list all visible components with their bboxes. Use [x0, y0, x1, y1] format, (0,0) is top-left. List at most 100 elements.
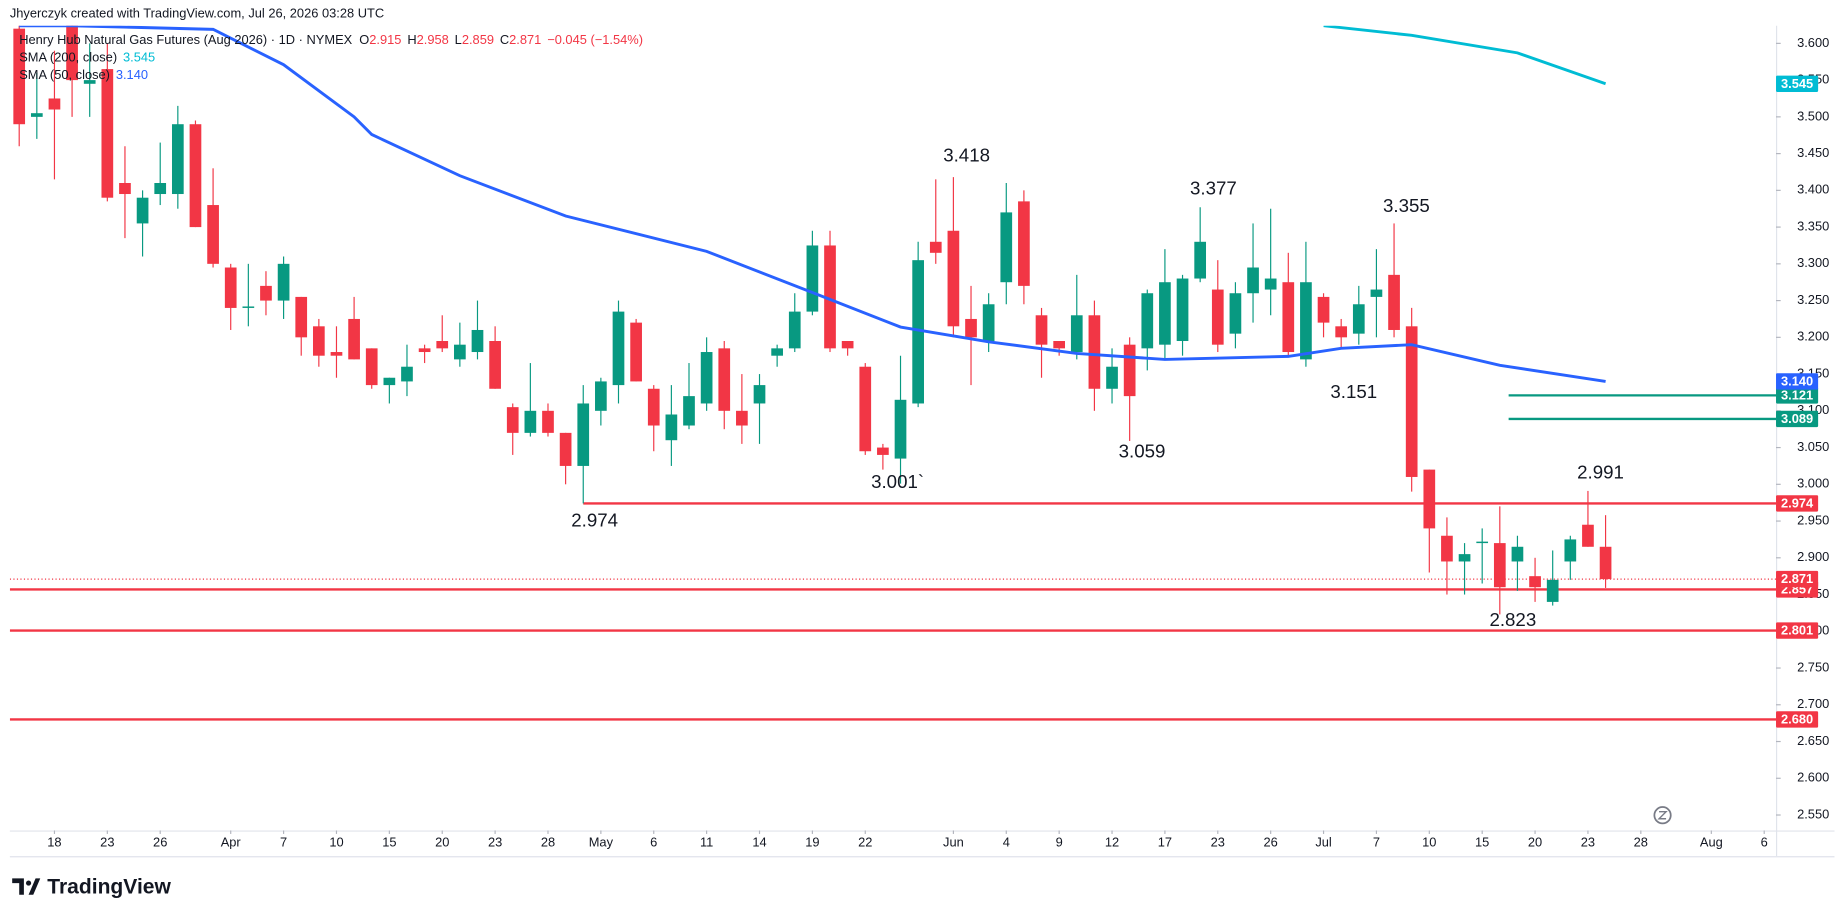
- candle-body: [524, 410, 537, 433]
- candle-body: [30, 113, 43, 117]
- candle-body: [806, 245, 819, 312]
- y-tick-label: 2.750: [1797, 659, 1829, 674]
- legend-name: SMA (50, close): [19, 67, 110, 82]
- price-tag-label: 3.089: [1781, 411, 1813, 426]
- y-tick-label: 3.600: [1797, 35, 1829, 50]
- x-tick-label: 28: [541, 835, 555, 850]
- legend-value: 3.545: [123, 50, 155, 65]
- candle-body: [242, 306, 255, 308]
- x-tick-label: 15: [1475, 835, 1489, 850]
- x-tick-label: 9: [1056, 835, 1063, 850]
- x-tick-label: 20: [435, 835, 449, 850]
- candle-body: [436, 341, 449, 349]
- legend-title: Henry Hub Natural Gas Futures (Aug 2026)…: [19, 32, 643, 47]
- y-tick-label: 2.950: [1797, 512, 1829, 527]
- x-tick-label: 6: [650, 835, 657, 850]
- price-tag: [1776, 75, 1819, 92]
- clock-icon: [1653, 806, 1672, 825]
- candle-body: [101, 69, 114, 198]
- candle-body: [401, 366, 413, 382]
- price-tag-label: 3.140: [1781, 373, 1813, 388]
- y-tick-label: 2.650: [1797, 733, 1829, 748]
- candle-body: [312, 326, 325, 356]
- candle-body: [841, 341, 854, 349]
- y-tick-label: 3.250: [1797, 292, 1829, 307]
- candle-body: [83, 80, 96, 84]
- candle-body: [224, 267, 237, 308]
- candle-body: [119, 183, 131, 195]
- credit: Jhyerczyk created with TradingView.com, …: [10, 5, 384, 20]
- candle-body: [1317, 296, 1330, 323]
- y-tick-label: 3.300: [1797, 255, 1829, 270]
- annotation: 3.418: [943, 145, 990, 166]
- legend-entry: SMA (50, close) 3.140: [19, 67, 148, 82]
- candle-body: [982, 304, 995, 342]
- price-tag: [1776, 495, 1819, 512]
- candle-body: [154, 183, 167, 195]
- candle-body: [365, 348, 378, 386]
- x-tick-label: 23: [488, 835, 502, 850]
- y-tick-label: 2.600: [1797, 770, 1829, 785]
- x-tick-label: Apr: [221, 835, 242, 850]
- y-tick-label: 3.050: [1797, 439, 1829, 454]
- price-tag: [1776, 570, 1819, 588]
- y-tick-label: 3.000: [1797, 476, 1829, 491]
- candle-body: [665, 414, 678, 441]
- candle-body: [630, 322, 642, 382]
- y-tick-label: 3.500: [1797, 108, 1829, 123]
- candle-body: [1070, 315, 1083, 353]
- quote-value: 2.871: [509, 32, 541, 47]
- price-tag: [1776, 711, 1819, 728]
- candle-body: [207, 205, 219, 264]
- y-tick-label: 2.900: [1797, 549, 1829, 564]
- candle-body: [330, 352, 343, 356]
- candle-body: [877, 447, 889, 455]
- candle-body: [1564, 539, 1577, 562]
- candle-body: [1211, 289, 1224, 345]
- x-tick-label: 17: [1158, 835, 1172, 850]
- candle-body: [471, 329, 484, 353]
- candle-body: [1264, 278, 1277, 290]
- annotation: 3.377: [1190, 177, 1237, 198]
- price-tag-label: 2.801: [1781, 623, 1813, 638]
- x-tick-label: 18: [47, 835, 61, 850]
- legend-entry: SMA (200, close) 3.545: [19, 50, 155, 65]
- candle-body: [383, 377, 396, 386]
- candle-body: [612, 311, 625, 386]
- x-tick-label: 4: [1003, 835, 1010, 850]
- candle-body: [171, 124, 184, 195]
- quote-key: H: [407, 32, 416, 47]
- candle-body: [1599, 546, 1612, 580]
- price-tag: [1776, 622, 1819, 639]
- annotation: 3.151: [1330, 381, 1377, 402]
- candle-body: [1000, 212, 1013, 283]
- plot-area: [9, 25, 1777, 721]
- x-tick-label: 20: [1528, 835, 1542, 850]
- x-tick-label: 12: [1105, 835, 1119, 850]
- candle-body: [559, 432, 572, 466]
- annotation: 3.059: [1119, 441, 1166, 462]
- candle-body: [66, 25, 78, 81]
- candle-body: [1176, 278, 1189, 342]
- candle-body: [718, 348, 731, 411]
- quote-key: C: [500, 32, 509, 47]
- x-tick-label: 11: [700, 835, 713, 850]
- candle-body: [1053, 341, 1066, 349]
- price-tag: [1776, 373, 1819, 390]
- y-tick-label: 3.450: [1797, 145, 1829, 160]
- candle-body: [295, 296, 308, 338]
- candle-body: [1123, 344, 1136, 397]
- candle-body: [647, 388, 660, 426]
- candle-body: [48, 98, 61, 110]
- candle-body: [1335, 326, 1348, 338]
- candle-body: [1546, 579, 1559, 602]
- candle-body: [824, 245, 836, 349]
- price-tag: [1776, 410, 1819, 428]
- candle-body: [736, 410, 748, 426]
- x-tick-label: 14: [752, 835, 766, 850]
- candle-body: [1352, 304, 1365, 334]
- candle-body: [700, 352, 713, 404]
- candle-body: [489, 341, 501, 389]
- candle-body: [1511, 546, 1524, 562]
